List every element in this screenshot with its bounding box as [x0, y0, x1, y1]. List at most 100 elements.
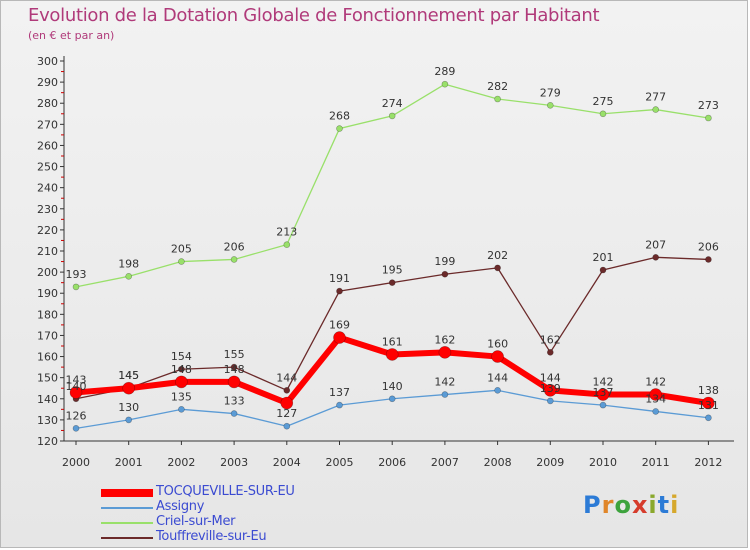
- data-label-touffreville-sur-eu: 195: [382, 264, 403, 277]
- data-label-assigny: 140: [382, 380, 403, 393]
- data-point-touffreville-sur-eu: [546, 349, 554, 356]
- data-label-criel-sur-mer: 274: [382, 97, 403, 110]
- data-label-criel-sur-mer: 193: [66, 268, 87, 281]
- data-label-assigny: 130: [118, 401, 139, 414]
- data-point-criel-sur-mer: [283, 241, 291, 248]
- y-tick-label: 210: [37, 245, 58, 258]
- y-tick-label: 180: [37, 308, 58, 321]
- legend-swatch: [101, 522, 153, 524]
- y-tick-label: 260: [37, 139, 58, 152]
- data-point-criel-sur-mer: [125, 273, 132, 280]
- data-point-assigny: [599, 401, 607, 409]
- data-point-criel-sur-mer: [388, 112, 396, 120]
- y-tick-label: 160: [37, 351, 58, 364]
- data-label-touffreville-sur-eu: 155: [224, 348, 245, 361]
- data-label-criel-sur-mer: 213: [276, 226, 297, 239]
- data-point-tocqueville-sur-eu: [227, 375, 241, 389]
- proxiti-logo: Proxiti: [583, 491, 679, 519]
- data-label-criel-sur-mer: 282: [487, 80, 508, 93]
- data-label-criel-sur-mer: 268: [329, 110, 350, 123]
- y-tick-label: 250: [37, 161, 58, 174]
- data-point-tocqueville-sur-eu: [122, 381, 135, 395]
- data-label-touffreville-sur-eu: 199: [434, 255, 455, 268]
- data-point-touffreville-sur-eu: [705, 256, 712, 263]
- data-point-assigny: [705, 414, 712, 422]
- y-tick-label: 170: [37, 329, 58, 342]
- y-tick-label: 220: [37, 224, 58, 237]
- x-tick-label: 2004: [273, 456, 301, 469]
- data-point-tocqueville-sur-eu: [175, 375, 188, 389]
- data-label-tocqueville-sur-eu: 144: [540, 371, 561, 384]
- data-label-assigny: 127: [276, 407, 297, 420]
- data-point-tocqueville-sur-eu: [280, 396, 294, 410]
- legend-swatch: [101, 537, 153, 539]
- data-label-criel-sur-mer: 206: [224, 240, 245, 253]
- y-tick-label: 300: [37, 55, 58, 68]
- data-point-assigny: [336, 401, 343, 409]
- data-label-assigny: 139: [540, 382, 561, 395]
- data-label-assigny: 126: [66, 409, 87, 422]
- data-label-tocqueville-sur-eu: 169: [329, 319, 350, 332]
- logo-letter: i: [670, 491, 680, 519]
- data-label-touffreville-sur-eu: 144: [276, 371, 297, 384]
- data-label-criel-sur-mer: 289: [434, 65, 455, 78]
- data-label-criel-sur-mer: 198: [118, 257, 139, 270]
- data-label-assigny: 131: [698, 399, 719, 412]
- data-point-criel-sur-mer: [230, 256, 238, 263]
- data-label-tocqueville-sur-eu: 148: [171, 363, 192, 376]
- chart-title: Evolution de la Dotation Globale de Fonc…: [28, 5, 600, 26]
- data-label-touffreville-sur-eu: 162: [540, 333, 561, 346]
- data-label-assigny: 144: [487, 371, 508, 384]
- logo-letter: x: [631, 491, 649, 519]
- data-label-criel-sur-mer: 205: [171, 243, 192, 256]
- data-label-assigny: 142: [434, 376, 455, 389]
- data-label-tocqueville-sur-eu: 148: [224, 363, 245, 376]
- data-point-criel-sur-mer: [178, 258, 185, 265]
- data-label-criel-sur-mer: 273: [698, 99, 719, 112]
- data-point-assigny: [178, 406, 185, 413]
- data-point-touffreville-sur-eu: [494, 264, 501, 272]
- data-label-touffreville-sur-eu: 207: [645, 238, 666, 251]
- series-line-touffreville-sur-eu: [75, 256, 710, 400]
- data-label-touffreville-sur-eu: 154: [171, 350, 192, 363]
- legend-label: Touffreville-sur-Eu: [156, 529, 267, 544]
- data-point-assigny: [441, 391, 449, 398]
- data-point-tocqueville-sur-eu: [69, 386, 83, 399]
- x-tick-label: 2011: [642, 456, 670, 469]
- data-point-criel-sur-mer: [652, 106, 660, 113]
- data-point-assigny: [283, 422, 291, 430]
- data-point-criel-sur-mer: [546, 102, 554, 109]
- data-point-assigny: [72, 425, 80, 432]
- y-tick-label: 150: [37, 372, 58, 385]
- x-tick-label: 2010: [589, 456, 617, 469]
- data-point-tocqueville-sur-eu: [333, 331, 346, 344]
- data-point-assigny: [388, 395, 396, 403]
- data-label-assigny: 134: [645, 392, 666, 405]
- y-tick-label: 120: [37, 435, 58, 448]
- y-tick-label: 280: [37, 97, 58, 110]
- x-tick-label: 2012: [694, 456, 722, 469]
- data-label-tocqueville-sur-eu: 145: [118, 369, 139, 382]
- data-label-assigny: 133: [224, 395, 245, 408]
- data-point-assigny: [652, 408, 660, 415]
- data-label-touffreville-sur-eu: 145: [118, 369, 139, 382]
- data-point-assigny: [230, 410, 238, 417]
- y-tick-label: 270: [37, 118, 58, 131]
- data-label-tocqueville-sur-eu: 160: [487, 338, 508, 351]
- data-label-touffreville-sur-eu: 191: [329, 272, 350, 285]
- data-label-touffreville-sur-eu: 201: [593, 251, 614, 264]
- legend-label: Assigny: [156, 499, 205, 514]
- data-point-touffreville-sur-eu: [336, 287, 343, 295]
- data-point-criel-sur-mer: [494, 95, 501, 103]
- data-label-criel-sur-mer: 275: [593, 95, 614, 108]
- data-point-touffreville-sur-eu: [441, 270, 449, 278]
- y-tick-label: 190: [37, 287, 58, 300]
- data-label-assigny: 137: [593, 386, 614, 399]
- data-point-tocqueville-sur-eu: [385, 348, 399, 361]
- legend-label: TOCQUEVILLE-SUR-EU: [156, 484, 295, 499]
- data-label-tocqueville-sur-eu: 161: [382, 335, 403, 348]
- x-tick-label: 2007: [431, 456, 459, 469]
- data-point-criel-sur-mer: [336, 125, 343, 132]
